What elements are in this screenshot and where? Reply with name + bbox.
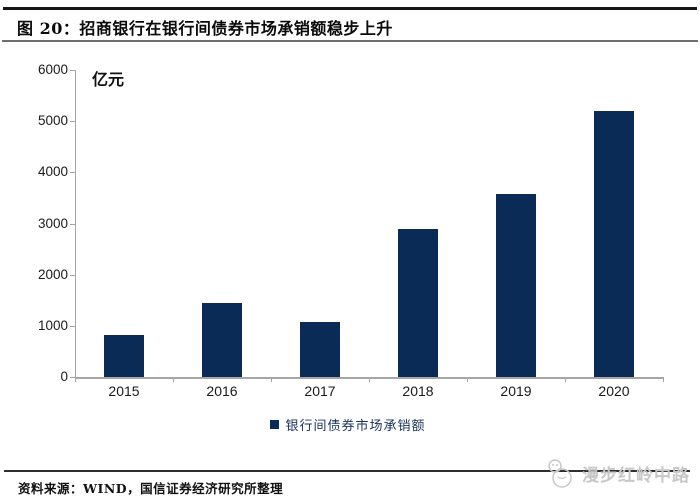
bar-2020: [594, 111, 634, 377]
y-axis-unit-label: 亿元: [92, 70, 125, 89]
bar-2016: [202, 302, 242, 377]
y-tick-mark: [70, 172, 75, 174]
y-tick-mark: [70, 223, 75, 225]
legend-label: 银行间债券市场承销额: [285, 419, 426, 434]
y-tick-label: 6000: [37, 62, 68, 77]
x-tick-mark: [565, 377, 566, 382]
x-tick-mark: [75, 377, 76, 382]
y-tick-mark: [70, 121, 75, 123]
x-tick-label: 2016: [206, 383, 238, 399]
figure-title: 图 20：招商银行在银行间债券市场承销额稳步上升: [17, 19, 393, 38]
source-note: 资料来源：WIND，国信证券经济研究所整理: [18, 481, 284, 496]
x-tick-label: 2017: [304, 383, 336, 399]
bar-2015: [104, 334, 144, 377]
bar-2019: [496, 194, 536, 377]
x-tick-label: 2019: [500, 383, 532, 399]
y-tick-label: 5000: [37, 113, 68, 129]
x-tick-mark: [173, 377, 174, 382]
footer-rule: [4, 470, 690, 472]
x-tick-mark: [663, 377, 664, 382]
y-tick-label: 4000: [37, 164, 68, 180]
y-tick-label: 0: [60, 369, 68, 384]
y-tick-mark: [70, 377, 75, 378]
x-tick-mark: [467, 377, 468, 382]
chart-legend: 银行间债券市场承销额: [0, 415, 696, 434]
top-rule: [3, 7, 697, 10]
bar-2017: [300, 321, 340, 377]
title-rule: [2, 40, 698, 42]
y-tick-label: 1000: [37, 317, 68, 333]
y-axis-line: [75, 70, 76, 377]
legend-color-swatch: [270, 420, 280, 429]
x-tick-label: 2018: [402, 383, 434, 399]
x-tick-label: 2015: [108, 383, 140, 399]
y-tick-mark: [70, 274, 75, 276]
bar-2018: [398, 229, 438, 377]
y-tick-mark: [70, 325, 75, 327]
y-tick-mark: [70, 70, 75, 71]
x-tick-mark: [369, 377, 370, 382]
x-tick-mark: [271, 377, 272, 382]
watermark: 漫步红岭中路: [544, 455, 690, 491]
watermark-logo-icon: [548, 459, 572, 488]
x-tick-label: 2020: [598, 383, 630, 399]
y-tick-label: 3000: [37, 215, 68, 231]
y-tick-label: 2000: [37, 266, 68, 282]
watermark-text: 漫步红岭中路: [582, 465, 690, 486]
